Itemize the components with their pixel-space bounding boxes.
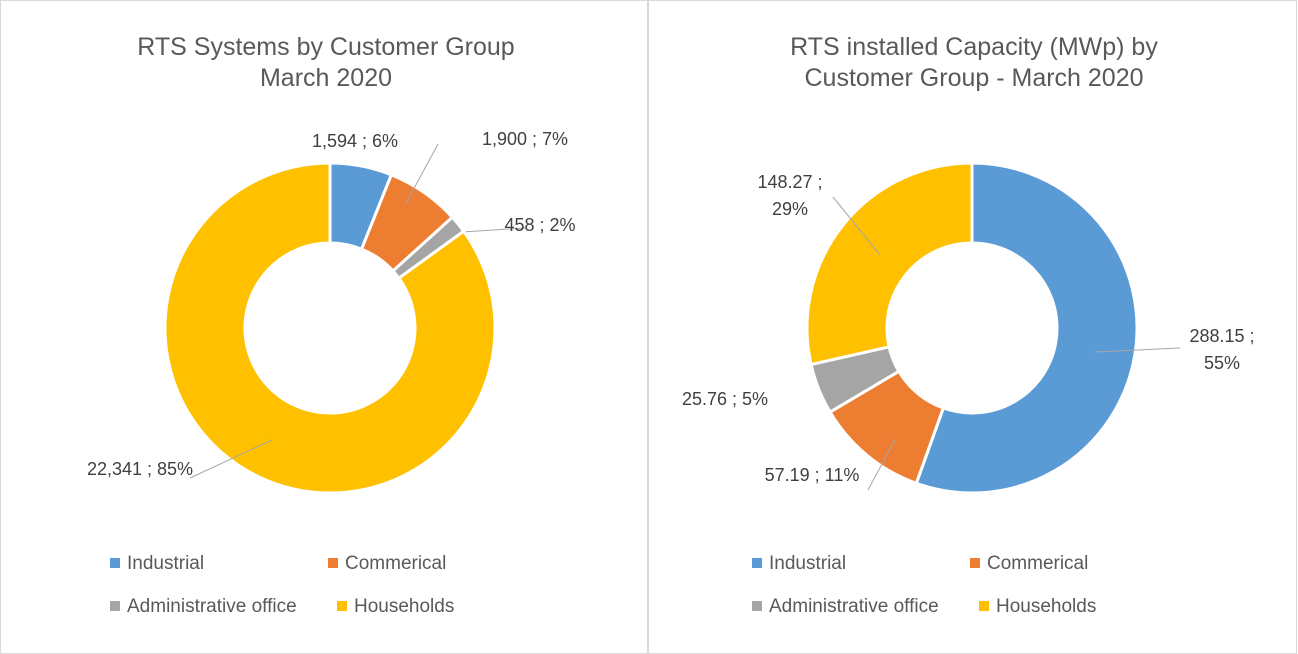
- leader-line: [189, 439, 273, 479]
- leader-line: [404, 143, 439, 206]
- legend-label: Industrial: [769, 553, 847, 574]
- legend-entry: Commerical: [970, 553, 1088, 575]
- chart-title: RTS installed Capacity (MWp) by: [790, 33, 1158, 61]
- leader-line: [461, 227, 526, 233]
- legend-entry: Households: [337, 596, 454, 618]
- slice: [163, 161, 497, 495]
- legend-entry: Households: [979, 596, 1096, 618]
- legend-entry: Administrative office: [110, 596, 297, 618]
- slice: [805, 161, 974, 367]
- data-label: 1,594 ; 6%: [311, 131, 399, 151]
- data-label: 22,341 ; 85%: [86, 459, 194, 479]
- legend-swatch: [752, 558, 762, 568]
- legend-entry: Administrative office: [752, 596, 939, 618]
- legend-swatch: [328, 558, 338, 568]
- chart-title: RTS Systems by Customer Group: [137, 33, 515, 61]
- chart-title: Customer Group - March 2020: [804, 64, 1144, 92]
- leader-line: [832, 196, 881, 256]
- legend-label: Households: [996, 596, 1097, 617]
- data-label: 148.27 ; 29%: [757, 172, 823, 219]
- legend-label: Administrative office: [769, 596, 939, 617]
- legend-swatch: [110, 558, 120, 568]
- data-label: 25.76 ; 5%: [681, 389, 769, 409]
- legend-swatch: [970, 558, 980, 568]
- legend-label: Administrative office: [127, 596, 297, 617]
- legend-label: Commerical: [987, 553, 1089, 574]
- leader-line: [1094, 347, 1181, 353]
- data-label: 288.15 ; 55%: [1189, 326, 1255, 373]
- leader-line: [867, 439, 896, 491]
- legend-entry: Commerical: [328, 553, 446, 575]
- legend-swatch: [979, 601, 989, 611]
- legend-label: Households: [354, 596, 455, 617]
- legend-label: Commerical: [345, 553, 447, 574]
- data-label: 458 ; 2%: [504, 215, 576, 235]
- legend-entry: Industrial: [752, 553, 846, 575]
- legend-entry: Industrial: [110, 553, 204, 575]
- legend-swatch: [752, 601, 762, 611]
- chart-title: March 2020: [259, 64, 393, 92]
- legend-swatch: [110, 601, 120, 611]
- legend-label: Industrial: [127, 553, 205, 574]
- panel-border: [0, 0, 648, 654]
- slice: [914, 161, 1139, 495]
- legend-swatch: [337, 601, 347, 611]
- data-label: 1,900 ; 7%: [481, 129, 569, 149]
- data-label: 57.19 ; 11%: [764, 465, 860, 485]
